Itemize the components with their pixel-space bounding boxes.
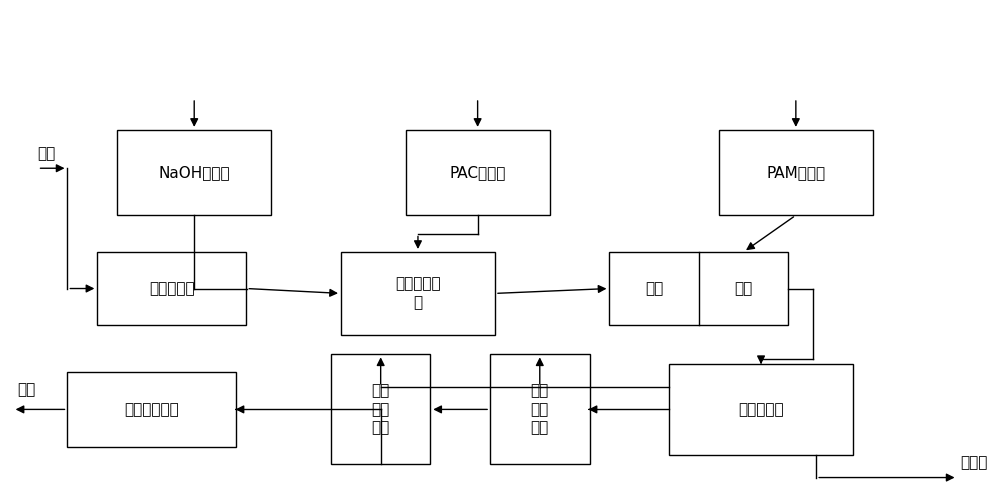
- Bar: [406, 130, 550, 215]
- Bar: [669, 364, 853, 454]
- Text: 斜管沉淠池: 斜管沉淠池: [738, 402, 784, 417]
- Text: 原水: 原水: [38, 146, 56, 161]
- Text: 快攀: 快攀: [645, 281, 663, 296]
- Text: NaOH加药罐: NaOH加药罐: [158, 165, 230, 180]
- Text: 微电解氧化
筱: 微电解氧化 筱: [395, 277, 441, 310]
- Bar: [117, 130, 271, 215]
- Bar: [67, 371, 236, 447]
- Text: PAC加药罐: PAC加药罐: [449, 165, 506, 180]
- Text: PAM加药罐: PAM加药罐: [766, 165, 825, 180]
- Text: 慢攀: 慢攀: [735, 281, 753, 296]
- Text: 多介
质过
滤器: 多介 质过 滤器: [372, 383, 390, 436]
- Text: 污泥池: 污泥池: [960, 455, 988, 470]
- Bar: [490, 355, 590, 464]
- Bar: [331, 355, 430, 464]
- Text: 平板膜过滤池: 平板膜过滤池: [125, 402, 179, 417]
- Text: 清水: 清水: [18, 382, 36, 397]
- Bar: [341, 252, 495, 335]
- Bar: [609, 252, 788, 325]
- Bar: [719, 130, 873, 215]
- Text: 核桃
壳过
滤器: 核桃 壳过 滤器: [531, 383, 549, 436]
- Text: 聚结除油器: 聚结除油器: [149, 281, 195, 296]
- Bar: [97, 252, 246, 325]
